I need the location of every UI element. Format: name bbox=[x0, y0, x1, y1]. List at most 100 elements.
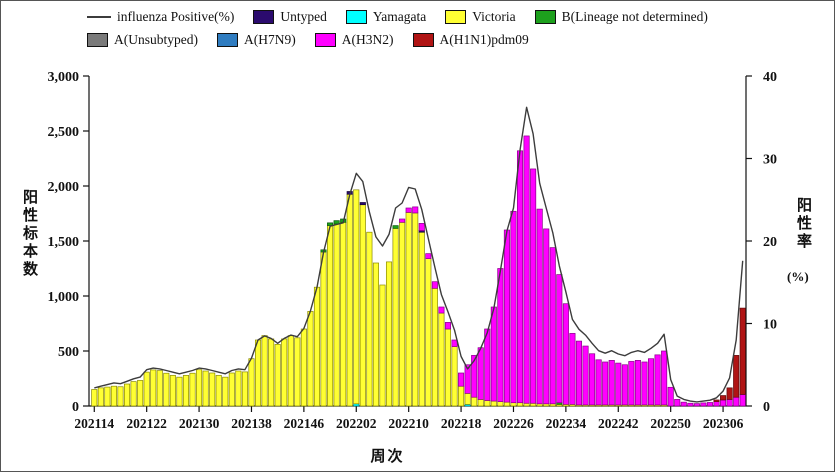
bar-segment-a_h3n2 bbox=[484, 328, 491, 401]
legend-item-a-h7n9: A(H7N9) bbox=[217, 32, 296, 48]
bar-segment-a_h3n2 bbox=[674, 399, 681, 407]
bar-segment-victoria bbox=[372, 262, 379, 407]
axis-tick-label: 1,500 bbox=[48, 235, 80, 250]
legend-item-yamagata: Yamagata bbox=[345, 9, 427, 25]
bar-segment-untyped bbox=[359, 202, 366, 206]
bar-segment-victoria bbox=[366, 231, 373, 407]
bar-segment-victoria bbox=[294, 337, 301, 407]
bar-segment-a_h3n2 bbox=[733, 396, 740, 407]
legend-item-a-unsubtyped: A(Unsubtyped) bbox=[87, 32, 198, 48]
legend-row-1: influenza Positive(%) Untyped Yamagata Vict… bbox=[87, 9, 787, 25]
bar-segment-victoria bbox=[412, 212, 419, 407]
bar-segment-victoria bbox=[497, 401, 504, 407]
axis-tick-label: 202234 bbox=[546, 416, 587, 431]
axis-tick-label: 0 bbox=[763, 400, 770, 415]
bar-segment-a_h1n1pdm09 bbox=[733, 355, 740, 398]
axis-tick-label: 30 bbox=[763, 153, 777, 168]
bar-segment-a_h3n2 bbox=[458, 372, 465, 387]
bar-segment-victoria bbox=[438, 312, 445, 407]
legend-label: Yamagata bbox=[372, 9, 427, 24]
axis-tick-label: 202226 bbox=[493, 416, 534, 431]
bar-segment-a_h3n2 bbox=[569, 333, 576, 405]
axis-tick-label: 202202 bbox=[336, 416, 377, 431]
bar-segment-victoria bbox=[110, 385, 117, 407]
bar-segment-a_h3n2 bbox=[634, 360, 641, 406]
bar-segment-a_h3n2 bbox=[602, 361, 609, 406]
bar-segment-victoria bbox=[163, 372, 170, 407]
bar-segment-a_h3n2 bbox=[608, 360, 615, 406]
legend-label: Victoria bbox=[472, 9, 516, 24]
bar-segment-a_h3n2 bbox=[726, 399, 733, 407]
bar-segment-victoria bbox=[104, 386, 111, 407]
bar-segment-a_h3n2 bbox=[405, 207, 412, 213]
legend-label: A(H3N2) bbox=[341, 32, 394, 47]
bar-segment-a_h3n2 bbox=[471, 355, 478, 398]
bar-segment-victoria bbox=[274, 344, 281, 407]
legend-item-a-h3n2: A(H3N2) bbox=[314, 32, 394, 48]
bar-segment-victoria bbox=[215, 375, 222, 407]
legend-color-swatch bbox=[445, 10, 467, 24]
bar-segment-a_h3n2 bbox=[589, 353, 596, 406]
bar-segment-a_h1n1pdm09 bbox=[713, 399, 720, 402]
axes: 0 500 1,000 1,500 2,000 2,500 3,000 0 10 20 30 40 20… bbox=[48, 70, 778, 431]
bar-segment-victoria bbox=[97, 387, 104, 407]
axis-tick-label: 1,000 bbox=[48, 290, 80, 305]
bar-segment-a_h3n2 bbox=[503, 229, 510, 403]
bar-segment-victoria bbox=[530, 402, 537, 407]
bar-segment-a_h3n2 bbox=[562, 303, 569, 405]
bar-segment-victoria bbox=[503, 401, 510, 407]
bar-segment-a_h3n2 bbox=[654, 354, 661, 406]
bar-segment-a_h3n2 bbox=[720, 399, 727, 407]
bar-segment-victoria bbox=[143, 371, 150, 407]
legend-label: Untyped bbox=[280, 9, 327, 24]
bar-segment-a_h3n2 bbox=[477, 347, 484, 400]
axis-tick-label: 500 bbox=[58, 345, 79, 360]
bar-segment-a_h3n2 bbox=[693, 403, 700, 407]
bar-segment-victoria bbox=[91, 389, 98, 407]
legend-label: A(Unsubtyped) bbox=[114, 32, 198, 47]
bar-segment-a_h3n2 bbox=[615, 362, 622, 406]
axis-tick-label: 202122 bbox=[126, 416, 167, 431]
right-axis-unit: (%) bbox=[787, 269, 809, 284]
bar-segment-a_h3n2 bbox=[425, 253, 432, 259]
bar-segment-victoria bbox=[300, 328, 307, 407]
axis-tick-label: 202138 bbox=[231, 416, 272, 431]
axis-tick-label: 202242 bbox=[598, 416, 639, 431]
bar-segment-victoria bbox=[287, 335, 294, 407]
bar-segment-victoria bbox=[490, 400, 497, 407]
bar-segment-victoria bbox=[477, 399, 484, 407]
bar-segment-a_h3n2 bbox=[497, 268, 504, 402]
bar-segment-a_h3n2 bbox=[641, 361, 648, 406]
bar-segment-victoria bbox=[235, 370, 242, 407]
bar-segment-a_h3n2 bbox=[713, 401, 720, 407]
bar-segment-victoria bbox=[209, 372, 216, 407]
legend-color-swatch bbox=[314, 33, 336, 47]
bar-segment-a_h3n2 bbox=[536, 208, 543, 405]
bar-segment-victoria bbox=[392, 228, 399, 407]
bar-segment-a_h3n2 bbox=[700, 402, 707, 407]
bar-segment-a_h3n2 bbox=[490, 306, 497, 402]
bar-segment-a_h3n2 bbox=[438, 306, 445, 314]
axis-tick-label: 10 bbox=[763, 318, 777, 333]
bar-segment-a_h3n2 bbox=[667, 386, 674, 407]
bar-segment-a_h1n1pdm09 bbox=[739, 307, 746, 395]
legend-color-swatch bbox=[345, 10, 367, 24]
bar-segment-victoria bbox=[176, 376, 183, 407]
bar-segment-victoria bbox=[418, 231, 425, 407]
bar-segment-a_h3n2 bbox=[464, 364, 471, 394]
legend-label: A(H7N9) bbox=[244, 32, 296, 47]
axis-tick-label: 202250 bbox=[650, 416, 691, 431]
legend-label: B(Lineage not determined) bbox=[561, 9, 708, 24]
bar-segment-victoria bbox=[333, 223, 340, 407]
bar-segment-a_h3n2 bbox=[582, 345, 589, 406]
axis-tick-label: 0 bbox=[72, 400, 79, 415]
legend-color-swatch bbox=[87, 33, 108, 47]
bar-segment-victoria bbox=[327, 225, 334, 407]
bar-segment-a_h3n2 bbox=[549, 247, 556, 405]
axis-tick-label: 2,500 bbox=[48, 125, 80, 140]
legend-color-swatch bbox=[253, 10, 275, 24]
bar-segment-victoria bbox=[464, 393, 471, 405]
bar-segment-victoria bbox=[444, 328, 452, 407]
